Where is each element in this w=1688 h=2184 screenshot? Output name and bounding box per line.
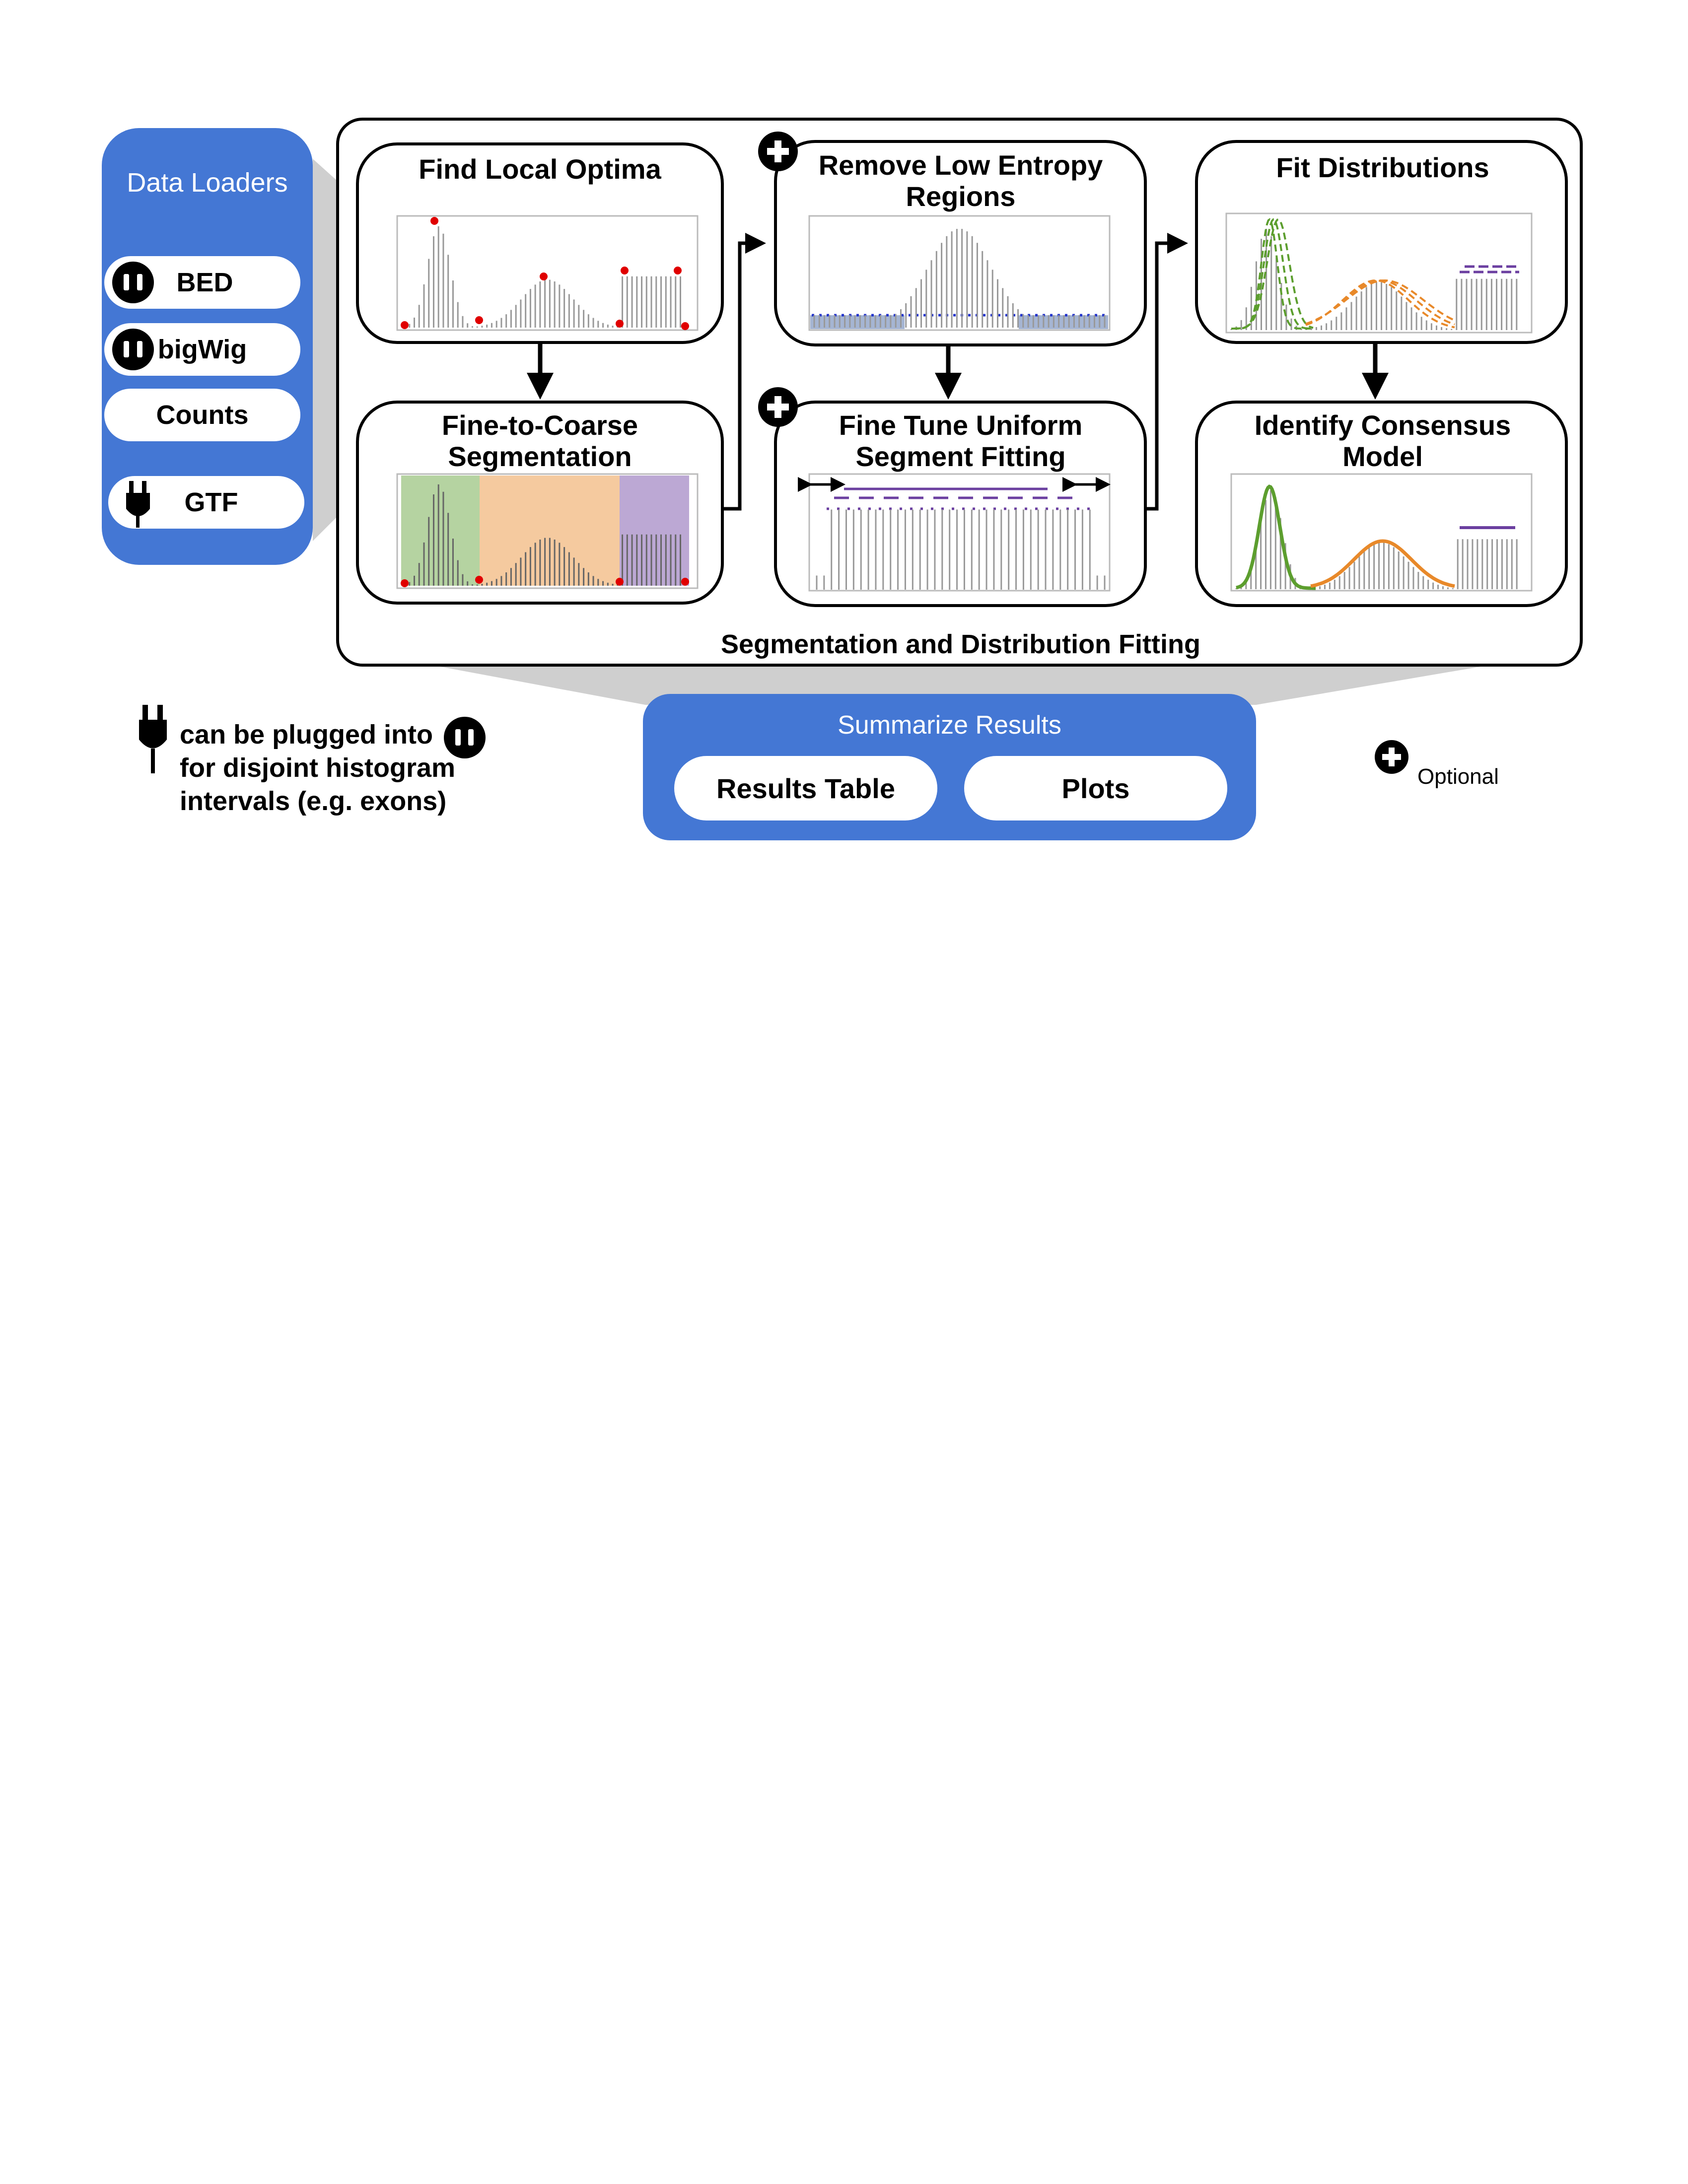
local-optimum-marker	[430, 217, 438, 225]
loader-counts-button[interactable]: Counts	[104, 389, 300, 441]
step-title-identify-consensus: Identify Consensus Model	[1254, 410, 1511, 472]
plot-frame-consensus	[1230, 473, 1533, 592]
local-optimum-marker	[621, 267, 629, 274]
segment-block-green	[401, 476, 480, 586]
local-optimum-marker	[681, 322, 689, 330]
loader-bigwig-button[interactable]: bigWig	[104, 323, 300, 376]
plot-frame-finetune	[808, 473, 1111, 592]
plus-icon	[758, 132, 798, 171]
optional-legend-label: Optional	[1417, 764, 1499, 789]
plus-icon	[1375, 740, 1408, 774]
plot-frame-optima	[396, 215, 699, 331]
socket-icon	[112, 262, 154, 303]
plug-icon	[139, 705, 167, 773]
summarize-results-title: Summarize Results	[838, 711, 1061, 740]
local-optima-markers	[401, 217, 689, 587]
histogram-fit	[1230, 228, 1518, 330]
histogram-optima	[404, 226, 682, 328]
arrow-finetune-to-fit	[1145, 233, 1188, 511]
histogram-segmentation	[404, 484, 682, 586]
candidate-curve-orange	[1305, 279, 1455, 325]
loader-label: GTF	[184, 487, 238, 517]
step-box-identify-consensus	[1195, 401, 1568, 607]
candidate-curve-green	[1234, 218, 1314, 330]
plug-note-line-3: intervals (e.g. exons)	[180, 786, 447, 816]
plot-frame-segmentation	[396, 473, 699, 589]
histogram-entropy	[813, 229, 1106, 328]
step-title-find-local-optima: Find Local Optima	[419, 153, 661, 185]
plug-icon	[126, 481, 150, 528]
step-title-fit-distributions: Fit Distributions	[1276, 152, 1489, 183]
loader-bed-button[interactable]: BED	[104, 256, 300, 309]
data-loaders-title: Data Loaders	[127, 168, 288, 198]
socket-icon	[444, 717, 486, 758]
arrow-segmentation-to-entropy	[722, 233, 766, 511]
consensus-curve-orange	[1310, 539, 1455, 588]
segment-block-purple	[620, 476, 689, 586]
plot-frame-entropy	[808, 215, 1111, 331]
loader-label: Counts	[156, 400, 249, 430]
loader-gtf-button[interactable]: GTF	[108, 476, 304, 529]
plug-note-line-1: can be plugged into	[180, 720, 433, 750]
step-box-fit-distributions	[1195, 140, 1568, 344]
local-optimum-marker	[475, 316, 483, 324]
local-optimum-marker	[540, 273, 548, 280]
plots-button[interactable]: Plots	[964, 756, 1227, 820]
zoom-wedge-left	[313, 159, 338, 541]
socket-icon	[112, 329, 154, 370]
results-table-button[interactable]: Results Table	[674, 756, 937, 820]
step-title-remove-low-entropy: Remove Low Entropy Regions	[818, 149, 1103, 212]
local-optimum-marker	[401, 321, 409, 329]
local-optimum-marker	[475, 576, 483, 584]
step-title-fine-tune-uniform: Fine Tune Uniform Segment Fitting	[839, 410, 1083, 472]
pipeline-caption: Segmentation and Distribution Fitting	[721, 629, 1200, 659]
low-entropy-region-left	[810, 315, 905, 329]
histogram-finetune	[816, 509, 1106, 590]
local-optimum-marker	[674, 267, 682, 274]
plug-note-line-2: for disjoint histogram	[180, 753, 456, 783]
distribution-curves	[1231, 218, 1455, 590]
step-box-remove-low-entropy	[774, 140, 1147, 346]
local-optimum-marker	[616, 320, 624, 328]
local-optimum-marker	[616, 578, 624, 586]
local-optimum-marker	[401, 579, 409, 587]
consensus-curve-green	[1236, 484, 1316, 590]
histogram-consensus	[1235, 490, 1518, 589]
plus-icon	[758, 387, 798, 427]
step-title-fine-to-coarse: Fine-to-Coarse Segmentation	[441, 410, 638, 472]
plot-frame-fit	[1225, 212, 1533, 334]
loader-label: BED	[176, 268, 233, 297]
loader-label: bigWig	[157, 335, 247, 364]
local-optimum-marker	[681, 578, 689, 586]
